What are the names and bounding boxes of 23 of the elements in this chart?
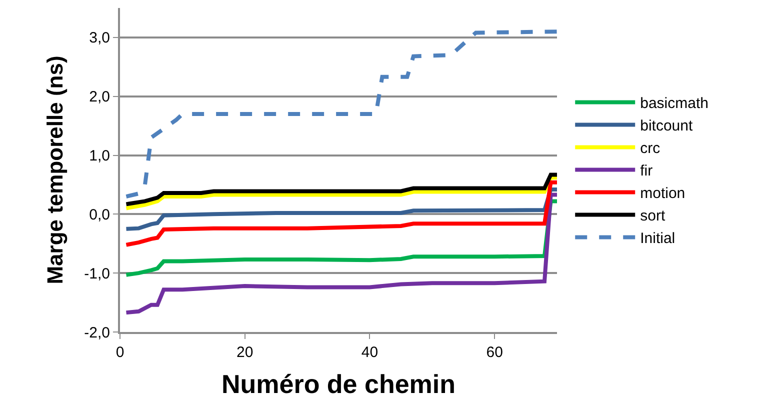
y-tick-label: -2,0 [84, 324, 110, 342]
x-axis-title: Numéro de chemin [221, 369, 456, 400]
x-tick-label: 40 [361, 344, 378, 361]
y-tick-label: -1,0 [84, 265, 110, 282]
y-axis-title: Marge temporelle (ns) [42, 56, 68, 284]
legend-label: basicmath [640, 95, 708, 112]
line-series [124, 187, 557, 231]
line-series [124, 180, 557, 247]
line-series [124, 30, 557, 199]
x-tick-label: 20 [236, 344, 254, 361]
line-series [124, 192, 557, 315]
legend-label: Initial [640, 230, 676, 248]
legend-label: bitcount [640, 118, 694, 135]
legend-label: motion [640, 185, 686, 202]
legend-label: fir [640, 162, 653, 180]
y-tick-label: 0,0 [89, 206, 110, 224]
x-tick-label: 60 [486, 344, 503, 361]
legend-label: sort [640, 208, 666, 225]
y-tick-label: 2,0 [89, 88, 110, 106]
legend-label: crc [640, 140, 661, 158]
y-tick-label: 1,0 [89, 148, 110, 165]
x-tick-label: 0 [116, 344, 124, 361]
y-tick-label: 3,0 [89, 30, 110, 47]
